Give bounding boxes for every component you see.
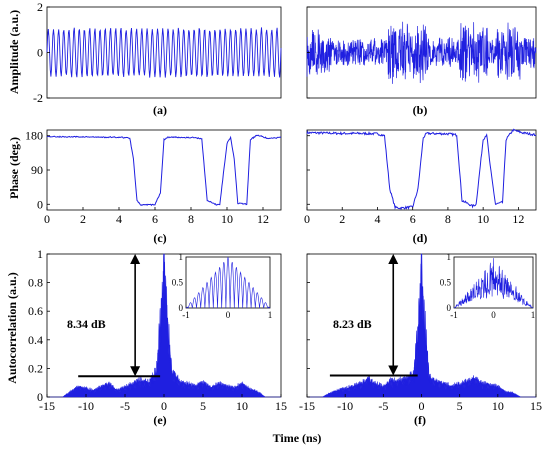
ylabel-autocorrelation: Autocorrelation (a.u.) [5,272,19,383]
panel-e-ytick-label: 0.4 [28,333,43,347]
panel-c-xtick-label: 8 [188,212,194,226]
panel-d-xtick-label: 8 [445,212,451,226]
panel-f-xtick-label: -15 [299,399,315,413]
panel-f-inset-xtick-label: 1 [531,310,536,320]
panel-label-f: (f) [414,413,426,427]
panel-d-frame [306,129,537,211]
panel-f-xtick-label: -5 [378,399,388,413]
panel-a-trace [46,27,282,78]
panel-d-xtick-label: 10 [477,212,489,226]
panel-f-inset-ytick-label: 0 [447,303,452,313]
panel-f-inset-ytick-label: 0.5 [440,278,452,288]
panel-a-ytick-label: 2 [37,0,43,14]
panel-f-inset-trace [453,258,534,309]
panel-c-ytick-label: 90 [31,163,43,177]
panel-e-inset-ytick-label: 0.5 [172,278,184,288]
panel-f-arrow-head-bottom [388,365,399,376]
panel-label-b: (b) [413,103,428,117]
panel-f-xtick-label: -10 [337,399,353,413]
panel-f-inset-ytick-label: 1 [447,252,452,262]
panel-e-ytick-label: 0.2 [28,361,43,375]
panel-c-xtick-label: 6 [152,212,158,226]
panel-e-ytick-label: 0.6 [28,304,43,318]
panel-d-trace [306,128,537,211]
ylabel-amplitude: Amplitude (a.u.) [7,10,21,94]
panel-e-xtick-label: -10 [78,399,94,413]
panel-c-trace [46,134,282,207]
panel-f-xtick-label: 10 [492,399,504,413]
panel-e-xtick-label: 10 [236,399,248,413]
panel-c-ytick-label: 0 [37,197,43,211]
panel-d-xtick-label: 0 [304,212,310,226]
panel-a-ytick-label: -2 [33,91,43,105]
panel-f-arrow-head-top [388,254,399,264]
panel-e-arrow-head-top [130,254,141,264]
panel-b-trace [306,21,537,84]
panel-e-xtick-label: 5 [200,399,206,413]
panel-c-xtick-label: 10 [221,212,233,226]
panel-e-trace [47,253,281,398]
panel-e-ytick-label: 1 [37,247,43,261]
psl-annotation-f: 8.23 dB [333,317,372,331]
panel-e-ytick-label: 0.8 [28,276,43,290]
panel-e-arrow-head-bottom [130,366,141,377]
panel-e-inset-ytick-label: 0 [179,303,184,313]
panel-e-ytick-label: 0 [37,390,43,404]
panel-f-xtick-label: 0 [419,399,425,413]
panel-label-d: (d) [413,231,428,245]
xlabel-time: Time (ns) [273,431,322,445]
panel-e-xtick-label: -15 [39,399,55,413]
panel-e-xtick-label: -5 [120,399,130,413]
panel-label-e: (e) [153,413,166,427]
panel-c-xtick-label: 2 [80,212,86,226]
panel-label-a: (a) [153,103,167,117]
psl-annotation-e: 8.34 dB [67,317,106,331]
panel-d-xtick-label: 2 [339,212,345,226]
panel-c-xtick-label: 4 [116,212,122,226]
panel-f-xtick-label: 5 [457,399,463,413]
panel-e-inset-trace [185,256,271,309]
panel-e-inset-xtick-label: 1 [268,310,273,320]
panel-e-inset-frame [185,256,271,309]
panel-e-xtick-label: 15 [275,399,287,413]
panel-d-xtick-label: 6 [410,212,416,226]
panel-a-ytick-label: 0 [37,46,43,60]
panel-f-trace [307,253,536,398]
panel-d-xtick-label: 12 [512,212,524,226]
panel-e-inset-ytick-label: 1 [179,252,184,262]
panel-f-inset-xtick-label: -1 [450,310,458,320]
panel-c-xtick-label: 0 [44,212,50,226]
panel-label-c: (c) [153,231,166,245]
panel-e-inset-xtick-label: -1 [182,310,190,320]
panel-c-ytick-label: 180 [25,129,43,143]
panel-e-inset-xtick-label: 0 [226,310,231,320]
panel-f-xtick-label: 15 [530,399,542,413]
panel-d-xtick-label: 4 [374,212,380,226]
panel-f-inset-xtick-label: 0 [491,310,496,320]
panel-e-xtick-label: 0 [161,399,167,413]
panel-c-xtick-label: 12 [257,212,269,226]
ylabel-phase: Phase (deg.) [7,137,21,199]
